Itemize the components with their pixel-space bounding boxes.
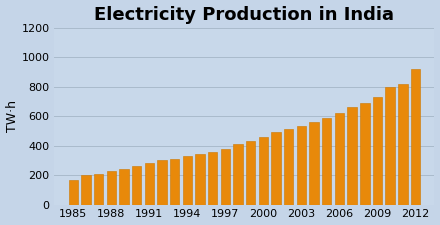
Bar (233, 144, 243, 205)
Bar (170, 159, 180, 205)
Bar (322, 118, 331, 205)
Bar (69, 180, 78, 205)
Bar (259, 137, 268, 205)
Bar (208, 152, 217, 205)
Y-axis label: TW·h: TW·h (6, 100, 18, 132)
Bar (195, 154, 205, 205)
Bar (335, 112, 344, 205)
Title: Electricity Production in India: Electricity Production in India (95, 6, 394, 24)
Bar (94, 174, 103, 205)
Bar (398, 84, 407, 205)
Bar (119, 169, 129, 205)
Bar (360, 103, 370, 205)
Bar (106, 171, 116, 205)
Bar (145, 163, 154, 205)
Bar (220, 149, 230, 205)
Bar (284, 130, 293, 205)
Bar (309, 122, 319, 205)
Bar (183, 156, 192, 205)
Bar (297, 126, 306, 205)
Bar (373, 97, 382, 205)
Bar (246, 141, 256, 205)
Bar (271, 133, 281, 205)
Bar (81, 176, 91, 205)
Bar (411, 69, 420, 205)
Bar (132, 166, 141, 205)
Bar (385, 87, 395, 205)
Bar (157, 160, 167, 205)
Bar (347, 107, 357, 205)
